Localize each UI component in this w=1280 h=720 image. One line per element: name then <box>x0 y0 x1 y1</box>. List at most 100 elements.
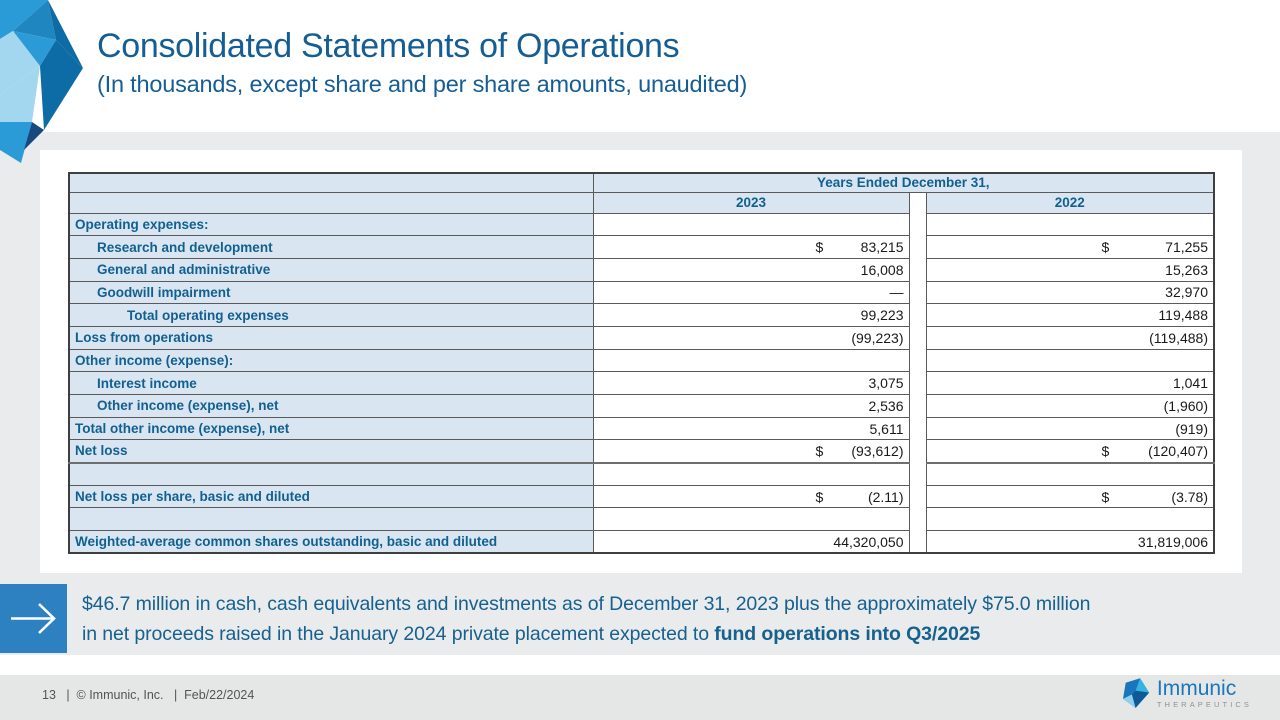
logo-wordmark: Immunic THERAPEUTICS <box>1156 676 1252 710</box>
immunic-logo: Immunic THERAPEUTICS <box>1122 676 1252 710</box>
row-label: Other income (expense), net <box>68 394 594 418</box>
row-label: Total other income (expense), net <box>68 416 594 441</box>
value-2023 <box>592 507 910 532</box>
financial-table: Years Ended December 31, 2023 2022 Opera… <box>68 172 1215 555</box>
year-header-2022: 2022 <box>925 191 1215 214</box>
row-label: Interest income <box>68 371 594 395</box>
table-row <box>68 507 1215 532</box>
row-label <box>68 462 594 486</box>
table-row: Research and development $83,215 $71,255 <box>68 235 1215 259</box>
value-2023: 99,223 <box>592 303 910 327</box>
table-row: Weighted-average common shares outstandi… <box>68 530 1215 554</box>
value-2023: $ (2.11) <box>592 484 910 509</box>
table-row: Net loss per share, basic and diluted $ (2… <box>68 484 1215 509</box>
row-label: Loss from operations <box>68 325 594 350</box>
label-header-cell <box>68 191 594 214</box>
logo-name: Immunic <box>1156 676 1237 700</box>
table-group-header-row: Years Ended December 31, <box>68 172 1215 193</box>
value-2022: $71,255 <box>925 235 1215 259</box>
column-spacer <box>908 349 927 372</box>
value-2022: (119,488) <box>925 325 1215 350</box>
table-row: Operating expenses: <box>68 212 1215 237</box>
value-2023: 16,008 <box>592 257 910 282</box>
table-body: Years Ended December 31, 2023 2022 Opera… <box>68 172 1215 554</box>
value-2022 <box>925 462 1215 486</box>
year-header-2023: 2023 <box>592 191 910 214</box>
value-2023: — <box>592 280 910 305</box>
label-header-cell <box>68 172 594 193</box>
column-spacer <box>908 417 927 440</box>
logo-tagline: THERAPEUTICS <box>1156 699 1252 709</box>
right-arrow-icon <box>11 603 56 634</box>
value-2022: 32,970 <box>925 280 1215 305</box>
row-label: Weighted-average common shares outstandi… <box>68 530 594 554</box>
column-spacer <box>908 462 927 486</box>
column-spacer <box>908 530 927 554</box>
column-spacer <box>908 326 927 350</box>
value-2022: (1,960) <box>925 394 1215 418</box>
value-2022: 1,041 <box>925 371 1215 395</box>
column-spacer <box>908 213 927 236</box>
value-2022: (919) <box>925 416 1215 441</box>
table-row: Total operating expenses 99,223 119,488 <box>68 303 1215 327</box>
value-2022: 31,819,006 <box>925 530 1215 554</box>
table-row: Total other income (expense), net 5,611 (9… <box>68 416 1215 441</box>
row-label <box>68 507 594 532</box>
column-spacer <box>908 439 927 463</box>
table-row: Net loss $ (93,612) $ (120,407) <box>68 439 1215 464</box>
value-2023: $83,215 <box>592 235 910 259</box>
footer-text: 13 | © Immunic, Inc. | Feb/22/2024 <box>42 688 255 702</box>
value-2023: (99,223) <box>592 325 910 350</box>
value-2023: 3,075 <box>592 371 910 395</box>
row-label: Research and development <box>68 235 594 259</box>
column-spacer <box>908 281 927 304</box>
column-spacer <box>908 192 927 213</box>
years-ended-header: Years Ended December 31, <box>592 172 1215 193</box>
table-row: Interest income 3,075 1,041 <box>68 371 1215 395</box>
table-row: Loss from operations (99,223) (119,488) <box>68 325 1215 350</box>
table-year-header-row: 2023 2022 <box>68 191 1215 214</box>
value-2023: 5,611 <box>592 416 910 441</box>
value-2022: $ (3.78) <box>925 484 1215 509</box>
value-2023 <box>592 212 910 237</box>
title-block: Consolidated Statements of Operations (I… <box>97 26 747 99</box>
value-2023 <box>592 462 910 486</box>
column-spacer <box>908 303 927 327</box>
column-spacer <box>908 394 927 418</box>
row-label: Other income (expense): <box>68 348 594 373</box>
value-2023: $ (93,612) <box>592 439 910 464</box>
table-row <box>68 462 1215 486</box>
row-label: Total operating expenses <box>68 303 594 327</box>
value-2022 <box>925 212 1215 237</box>
value-2023: 44,320,050 <box>592 530 910 554</box>
row-label: Net loss per share, basic and diluted <box>68 484 594 509</box>
row-label: General and administrative <box>68 257 594 282</box>
callout-text: $46.7 million in cash, cash equivalents … <box>82 590 1242 649</box>
callout-line1: $46.7 million in cash, cash equivalents … <box>82 593 1091 615</box>
table-row: General and administrative 16,008 15,263 <box>68 257 1215 282</box>
callout-arrow-box <box>0 584 67 653</box>
value-2022 <box>925 507 1215 532</box>
footer-strip <box>0 675 1280 720</box>
value-2022: $ (120,407) <box>925 439 1215 464</box>
column-spacer <box>908 235 927 259</box>
column-spacer <box>908 258 927 282</box>
page-subtitle: (In thousands, except share and per shar… <box>97 71 748 97</box>
value-2023 <box>592 348 910 373</box>
row-label: Net loss <box>68 439 594 464</box>
callout-line2: in net proceeds raised in the January 20… <box>82 622 715 645</box>
logo-gem-icon <box>1122 678 1149 708</box>
gem-logo-icon <box>0 0 83 163</box>
column-spacer <box>908 485 927 508</box>
value-2022: 119,488 <box>925 303 1215 327</box>
value-2022: 15,263 <box>925 257 1215 282</box>
page-title: Consolidated Statements of Operations <box>97 27 680 65</box>
callout-line2-bold: fund operations into Q3/2025 <box>714 622 981 645</box>
column-spacer <box>908 507 927 531</box>
column-spacer <box>908 371 927 395</box>
table-row: Other income (expense), net 2,536 (1,960) <box>68 394 1215 418</box>
value-2022 <box>925 348 1215 373</box>
row-label: Goodwill impairment <box>68 280 594 305</box>
row-label: Operating expenses: <box>68 212 594 237</box>
